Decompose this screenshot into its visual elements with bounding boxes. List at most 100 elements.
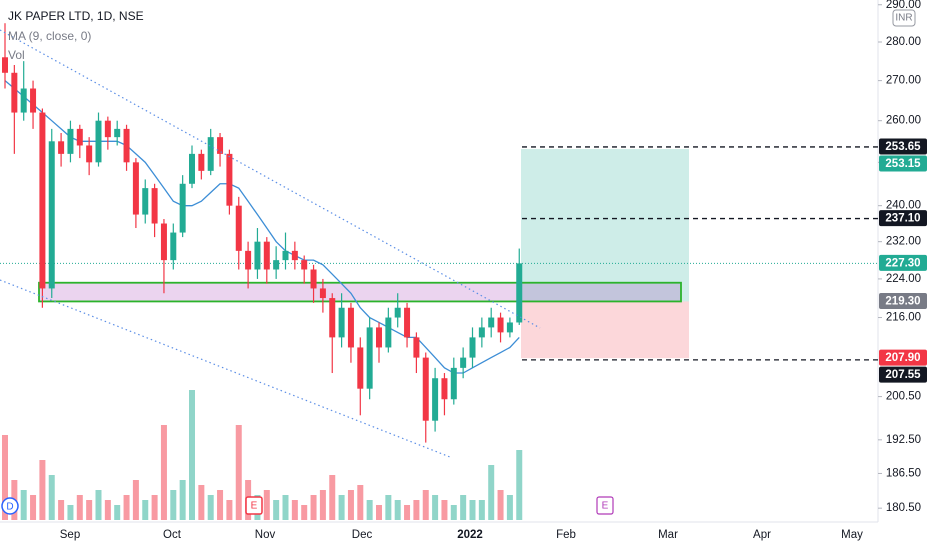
candle-body — [478, 327, 485, 338]
candle-body — [319, 288, 326, 299]
volume-bar — [48, 475, 55, 520]
candle-body — [245, 250, 252, 270]
plot-area — [0, 0, 882, 523]
candle-body — [329, 298, 336, 338]
candle-body — [404, 307, 411, 338]
x-tick-label: Mar — [658, 529, 678, 541]
stop-zone — [521, 301, 689, 359]
price-label: 253.15 — [885, 158, 921, 170]
candle-body — [338, 307, 345, 338]
candle-body — [58, 141, 65, 154]
volume-bar — [357, 485, 364, 520]
candle-body — [413, 337, 420, 358]
volume-bar — [310, 495, 317, 520]
candle-body — [497, 317, 504, 333]
volume-bar — [86, 500, 93, 520]
candle-body — [235, 205, 242, 251]
y-tick-label: 216.00 — [886, 312, 921, 324]
volume-bar — [319, 490, 326, 520]
candle-body — [301, 260, 308, 270]
volume-bar — [460, 495, 467, 520]
candle-body — [95, 120, 102, 163]
candle-body — [254, 241, 261, 270]
chart-title: JK PAPER LTD, 1D, NSE — [8, 9, 144, 23]
candle-body — [104, 120, 111, 138]
price-label-bg — [879, 254, 927, 271]
candle-body — [2, 57, 8, 73]
volume-bar — [394, 500, 401, 520]
ma-legend: MA (9, close, 0) — [8, 29, 91, 43]
volume-bar — [450, 505, 457, 520]
candle-body — [207, 137, 214, 171]
y-tick-label: 240.00 — [886, 200, 921, 212]
volume-bar — [207, 495, 214, 520]
volume-bar — [404, 505, 411, 520]
volume-bar — [226, 500, 233, 520]
candle-body — [39, 112, 46, 289]
candle-body — [198, 153, 205, 171]
candle-body — [460, 357, 467, 368]
event-dividend[interactable] — [1, 497, 19, 515]
x-tick-label: Apr — [753, 529, 771, 541]
candle-body — [357, 347, 364, 389]
event-earnings[interactable] — [596, 496, 614, 515]
volume-bar — [58, 500, 65, 520]
y-tick-label: 290.00 — [886, 0, 921, 11]
volume-bar — [422, 490, 429, 520]
volume-bar — [235, 425, 242, 520]
volume-bar — [20, 490, 27, 520]
candle-body — [86, 145, 93, 163]
candle-body — [469, 337, 476, 358]
y-tick-label: 232.00 — [886, 236, 921, 248]
y-tick-label: 192.50 — [886, 434, 921, 446]
volume-bar — [516, 450, 523, 520]
price-label: 237.10 — [885, 213, 920, 225]
candle-body — [151, 188, 158, 224]
volume-bar — [170, 490, 177, 520]
candle-body — [273, 260, 280, 270]
y-tick-label: 186.50 — [886, 467, 921, 479]
candle-body — [160, 223, 167, 261]
volume-bar — [2, 435, 8, 520]
volume-bar — [273, 500, 280, 520]
candle-body — [385, 317, 392, 348]
volume-bar — [198, 485, 205, 520]
y-tick-label: 200.50 — [886, 391, 921, 403]
volume-bar — [366, 500, 373, 520]
candle-body — [282, 250, 289, 261]
candle-body — [76, 128, 83, 146]
volume-bar — [469, 500, 476, 520]
x-tick-label: 2022 — [457, 529, 483, 541]
y-tick-label: 280.00 — [886, 36, 921, 48]
price-label-bg — [879, 138, 927, 155]
volume-bar — [497, 490, 504, 520]
candle-body — [20, 88, 27, 113]
volume-bar — [123, 495, 130, 520]
x-tick-label: Oct — [163, 529, 182, 541]
volume-bar — [282, 495, 289, 520]
event-earnings[interactable] — [245, 496, 263, 515]
volume-bar — [67, 505, 74, 520]
candle-body — [11, 72, 18, 113]
candle-body — [179, 183, 186, 233]
x-tick-label: Sep — [60, 529, 80, 541]
channel-upper — [0, 29, 541, 329]
volume-bar — [189, 390, 195, 520]
volume-bar — [151, 495, 158, 520]
volume-bar — [95, 490, 102, 520]
candle-body — [67, 128, 74, 154]
volume-bar — [217, 490, 224, 520]
volume-bar — [104, 500, 111, 520]
price-label-bg — [879, 366, 927, 383]
volume-bar — [329, 475, 336, 520]
candle-body — [432, 378, 439, 421]
currency-badge — [892, 9, 916, 27]
candle-body — [114, 128, 121, 138]
event-label: E — [251, 501, 258, 512]
x-tick-label: Nov — [255, 529, 276, 541]
volume-bar — [301, 505, 308, 520]
event-label: E — [602, 501, 609, 512]
volume-bar — [338, 495, 345, 520]
volume-bar — [506, 495, 513, 520]
